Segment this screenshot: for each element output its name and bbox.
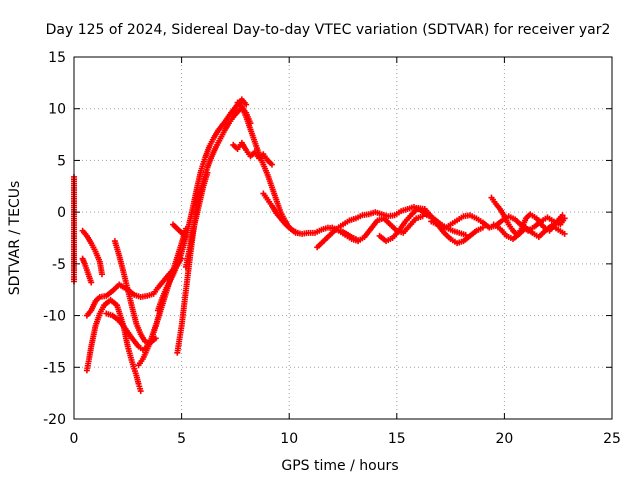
x-tick-label: 15 (388, 431, 406, 447)
y-tick-label: 5 (57, 153, 66, 169)
data-point (182, 233, 189, 240)
data-point (419, 213, 426, 220)
series-pass-q (329, 213, 426, 245)
series-pass-i (154, 96, 250, 314)
series-pass-k (182, 169, 211, 270)
y-tick-label: -15 (43, 360, 66, 376)
y-tick-label: 10 (48, 102, 66, 118)
series-pass-s (428, 212, 568, 234)
axis-ticks: 0 5 10 15 20 25 -20 -15 -10 -5 0 5 10 15 (43, 50, 621, 447)
plot-frame (73, 56, 613, 420)
data-point (243, 101, 250, 108)
y-tick-label: -20 (43, 412, 66, 428)
x-tick-label: 20 (495, 431, 513, 447)
data-point (561, 215, 568, 222)
y-axis-label: SDTVAR / TECUs (7, 181, 23, 296)
data-point (559, 212, 566, 219)
series-pass-l (169, 221, 189, 240)
series-pass-c (79, 227, 105, 278)
x-tick-label: 5 (177, 431, 186, 447)
x-axis-label: GPS time / hours (281, 458, 398, 474)
y-tick-label: -5 (52, 257, 66, 273)
data-point (479, 224, 486, 231)
x-tick-label: 10 (280, 431, 298, 447)
series-pass-b (79, 255, 95, 286)
x-tick-label: 0 (70, 431, 79, 447)
x-tick-label: 25 (603, 431, 621, 447)
data-point (268, 161, 275, 168)
y-tick-label: -10 (43, 309, 66, 325)
series-pass-d (83, 255, 185, 319)
series-pass-u (490, 221, 568, 243)
series-pass-o (260, 190, 301, 236)
data-point (98, 271, 105, 278)
y-tick-label: 0 (57, 205, 66, 221)
data-point (137, 388, 144, 395)
data-point (88, 279, 95, 286)
chart-title: Day 125 of 2024, Sidereal Day-to-day VTE… (46, 22, 611, 38)
data-points (71, 96, 568, 395)
data-point (204, 169, 211, 176)
series-pass-p (314, 203, 469, 251)
data-point (561, 230, 568, 237)
y-tick-label: 15 (48, 50, 66, 66)
grid-layer (74, 57, 612, 419)
data-point (294, 229, 301, 236)
series-pass-n (234, 99, 362, 244)
